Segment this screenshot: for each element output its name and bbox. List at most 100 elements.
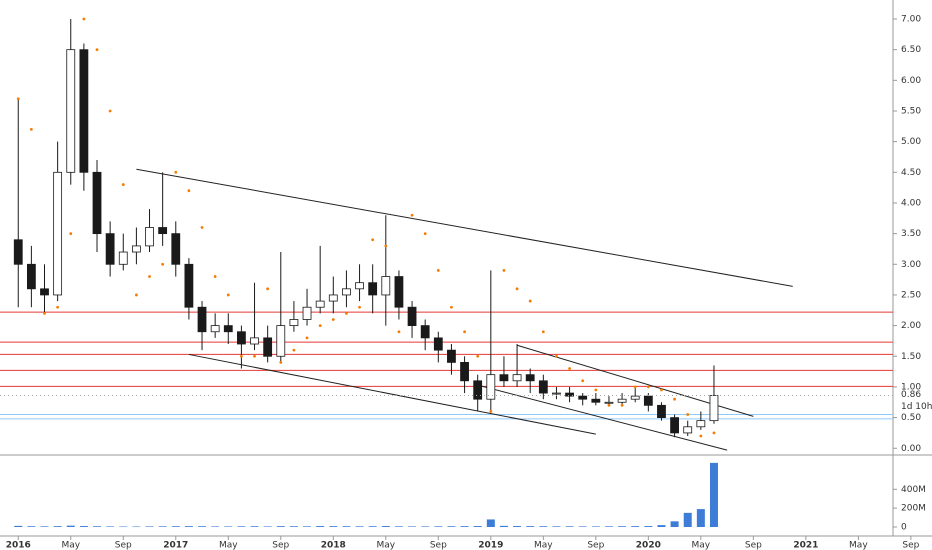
candle-body: [565, 392, 574, 397]
sar-dot: [646, 385, 650, 389]
candle-body: [342, 288, 351, 296]
volume-bar: [145, 526, 154, 527]
volume-bar: [342, 526, 351, 527]
y-tick-label: 2.50: [901, 290, 921, 300]
y-tick-label: 1.00: [901, 382, 921, 392]
candle-body: [709, 395, 719, 422]
candle-body: [670, 417, 679, 434]
volume-bar: [499, 525, 508, 527]
volume-bar: [539, 526, 548, 527]
volume-bar: [250, 526, 259, 527]
x-tick-label: Sep: [587, 541, 604, 550]
candle-body: [276, 325, 286, 357]
volume-bar: [631, 526, 640, 527]
sar-dot: [240, 354, 243, 358]
x-tick-label: May: [692, 541, 711, 550]
sar-dot: [620, 403, 624, 407]
candle-body: [40, 288, 49, 296]
volume-bar: [355, 526, 364, 527]
x-tick-label: May: [61, 541, 80, 550]
candle-body: [368, 282, 378, 296]
candle-body: [630, 395, 640, 400]
sar-dot: [148, 275, 151, 278]
y-tick-label: 0.00: [901, 444, 921, 454]
x-tick-label: Sep: [430, 541, 447, 550]
candle-body: [617, 398, 627, 403]
volume-bar: [316, 526, 325, 527]
candle-body: [499, 374, 509, 382]
volume-bar: [368, 526, 377, 527]
candle-body: [355, 282, 364, 290]
volume-bar: [486, 519, 495, 527]
sar-dot: [266, 287, 270, 291]
sar-dot: [108, 109, 112, 113]
x-tick-label: May: [376, 541, 395, 550]
candle-body: [13, 239, 23, 265]
sar-dot: [581, 379, 585, 383]
volume-bar: [289, 526, 298, 527]
volume-bar: [158, 526, 167, 527]
x-tick-label: 2021: [793, 541, 818, 550]
candle-body: [643, 395, 653, 406]
candle-body: [223, 325, 233, 333]
sar-dot: [423, 232, 427, 236]
y-tick-label: 2.00: [901, 321, 921, 331]
candle-body: [420, 325, 430, 339]
candle-body: [237, 331, 246, 345]
countdown-label: 1d 10h: [901, 402, 932, 412]
y-tick-label: 7.00: [901, 15, 921, 25]
sar-dot: [410, 213, 414, 217]
candle-body: [512, 374, 522, 382]
volume-bar: [171, 526, 180, 527]
trend-line: [477, 384, 728, 451]
volume-bar: [578, 526, 587, 527]
candle-body: [250, 337, 259, 345]
volume-bar: [460, 526, 469, 527]
candle-body: [552, 392, 561, 395]
volume-bar: [93, 526, 102, 527]
volume-bar: [224, 526, 233, 527]
sar-dot: [568, 367, 571, 370]
sar-dot: [594, 388, 598, 392]
sar-dot: [555, 354, 558, 358]
volume-bar: [696, 509, 705, 527]
volume-bar: [394, 526, 403, 527]
x-tick-label: 2020: [636, 541, 661, 550]
sar-dot: [253, 354, 256, 358]
volume-bar: [79, 526, 88, 527]
candle-body: [158, 227, 168, 235]
sar-dot: [16, 97, 20, 101]
x-tick-label: Sep: [115, 541, 132, 550]
sar-dot: [134, 293, 138, 297]
sar-dot: [397, 330, 401, 334]
y-tick-label: 6.00: [901, 76, 921, 86]
candle-body: [381, 276, 391, 296]
candle-body: [460, 362, 469, 382]
sar-dot: [200, 226, 204, 229]
sar-dot: [712, 431, 716, 435]
volume-bar: [66, 525, 75, 527]
volume-bar: [604, 526, 613, 527]
sar-dot: [502, 269, 506, 272]
volume-bar: [421, 526, 430, 527]
candle-body: [394, 276, 404, 308]
y-tick-label: 0.50: [901, 413, 921, 423]
sar-dot: [69, 232, 73, 236]
volume-bar: [591, 526, 600, 527]
candle-body: [289, 319, 299, 327]
y-tick-label: 3.00: [901, 260, 921, 270]
candle-body: [79, 49, 89, 173]
sar-dot: [174, 170, 178, 174]
x-tick-label: Sep: [745, 541, 762, 550]
volume-bar: [618, 526, 627, 527]
volume-bar: [473, 526, 482, 527]
sar-dot: [607, 403, 611, 407]
candle-body: [171, 233, 181, 265]
candle-body: [486, 374, 496, 400]
sar-dot: [686, 413, 690, 416]
x-tick-label: Sep: [272, 541, 289, 550]
volume-bar: [40, 526, 49, 527]
candle-body: [683, 426, 693, 434]
sar-dot: [43, 311, 46, 315]
